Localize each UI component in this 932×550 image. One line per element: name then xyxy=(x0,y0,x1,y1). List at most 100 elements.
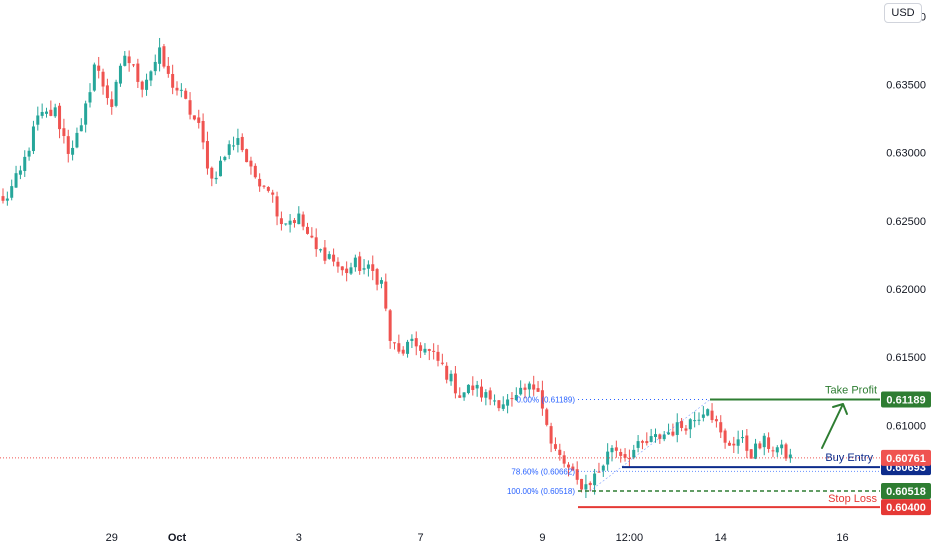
candle-body xyxy=(606,451,610,465)
candle-body xyxy=(379,280,383,284)
x-tick-label: 16 xyxy=(836,532,848,544)
stop-loss-badge[interactable] xyxy=(881,499,931,516)
candle-body xyxy=(45,111,48,114)
candle-body xyxy=(245,149,249,163)
candle-body xyxy=(184,90,188,99)
candle-body xyxy=(488,390,492,400)
candle-body xyxy=(784,444,788,459)
candle-body xyxy=(571,466,575,470)
candle-body xyxy=(736,439,740,446)
candle-body xyxy=(580,478,584,490)
x-tick-label: Oct xyxy=(168,532,187,544)
candle-body xyxy=(693,420,697,422)
candle-body xyxy=(614,447,618,451)
candle-body xyxy=(584,484,588,490)
candle-body xyxy=(775,447,779,453)
candle-body xyxy=(414,338,418,347)
candle-body xyxy=(697,419,701,421)
candle-body xyxy=(292,220,296,224)
candle-body xyxy=(767,437,771,449)
candle-body xyxy=(780,444,784,449)
candle-body xyxy=(214,177,218,180)
candle-body xyxy=(101,71,105,87)
candle-body xyxy=(510,398,514,400)
candle-body xyxy=(523,387,527,390)
candle-body xyxy=(127,56,131,64)
candle-body xyxy=(266,187,270,191)
candle-body xyxy=(340,266,344,271)
candle-body xyxy=(575,469,579,480)
candle-body xyxy=(23,156,27,171)
candle-body xyxy=(240,136,244,151)
candle-body xyxy=(710,410,714,421)
candle-body xyxy=(445,365,449,380)
candle-body xyxy=(749,449,753,459)
candle-body xyxy=(192,115,196,120)
candle-body xyxy=(375,269,379,285)
candle-body xyxy=(723,430,727,443)
take-profit-badge[interactable] xyxy=(881,391,931,408)
candle-body xyxy=(232,145,236,147)
x-tick-label: 29 xyxy=(106,532,118,544)
candle-body xyxy=(680,421,684,428)
candle-body xyxy=(223,156,227,161)
candle-body xyxy=(84,103,88,125)
candle-body xyxy=(545,409,549,425)
candle-body xyxy=(166,65,170,74)
candle-body xyxy=(771,450,775,452)
candle-body xyxy=(279,218,283,225)
candle-body xyxy=(236,138,240,145)
candle-body xyxy=(314,237,318,250)
y-tick-label: 0.61000 xyxy=(886,420,926,432)
x-tick-label: 14 xyxy=(715,532,727,544)
candle-body xyxy=(306,226,309,234)
trade-levels: Take Profit Buy Entry Stop Loss 78.60% (0.6… xyxy=(0,385,880,509)
buy-entry-label: Buy Entry xyxy=(825,452,873,464)
candle-body xyxy=(506,399,510,406)
currency-label[interactable]: USD xyxy=(884,3,922,23)
candle-body xyxy=(636,441,640,448)
candle-body xyxy=(588,482,592,486)
last-price-badge[interactable] xyxy=(881,449,931,466)
candle-body xyxy=(49,109,53,116)
candle-body xyxy=(332,254,336,262)
candle-body xyxy=(18,170,22,175)
candle-body xyxy=(601,465,605,471)
candle-body xyxy=(288,220,292,225)
fib-100-badge-text: 0.60518 xyxy=(886,486,926,498)
candle-body xyxy=(449,373,453,382)
candle-body xyxy=(136,63,140,82)
last-price-badge-text: 0.60761 xyxy=(886,453,926,465)
candle-body xyxy=(358,256,362,271)
candle-body xyxy=(366,264,370,269)
candle-body xyxy=(427,349,431,351)
candle-body xyxy=(92,64,96,91)
candle-body xyxy=(645,441,649,444)
candle-body xyxy=(632,449,636,458)
stop-loss-badge-text: 0.60400 xyxy=(886,502,926,514)
candle-body xyxy=(754,443,758,459)
candle-body xyxy=(649,436,653,442)
candle-body xyxy=(627,458,631,460)
candle-body xyxy=(640,441,644,443)
candle-body xyxy=(210,167,214,179)
candle-body xyxy=(619,451,623,456)
take-profit-label: Take Profit xyxy=(825,385,877,397)
candle-body xyxy=(440,362,444,364)
fib-100-badge[interactable] xyxy=(881,483,931,500)
candle-body xyxy=(532,384,536,390)
candle-body xyxy=(179,89,183,91)
candle-body xyxy=(149,71,153,81)
candle-body xyxy=(5,198,9,201)
candle-body xyxy=(110,99,114,107)
candle-body xyxy=(66,136,70,154)
candle-body xyxy=(497,400,501,409)
candle-body xyxy=(406,341,410,354)
candle-body xyxy=(75,132,79,148)
candle-body xyxy=(249,160,253,167)
candle-body xyxy=(105,85,109,99)
candle-body xyxy=(466,384,470,394)
price-axis: 0.640000.635000.630000.625000.620000.615… xyxy=(886,11,926,432)
candle-body xyxy=(31,126,35,152)
